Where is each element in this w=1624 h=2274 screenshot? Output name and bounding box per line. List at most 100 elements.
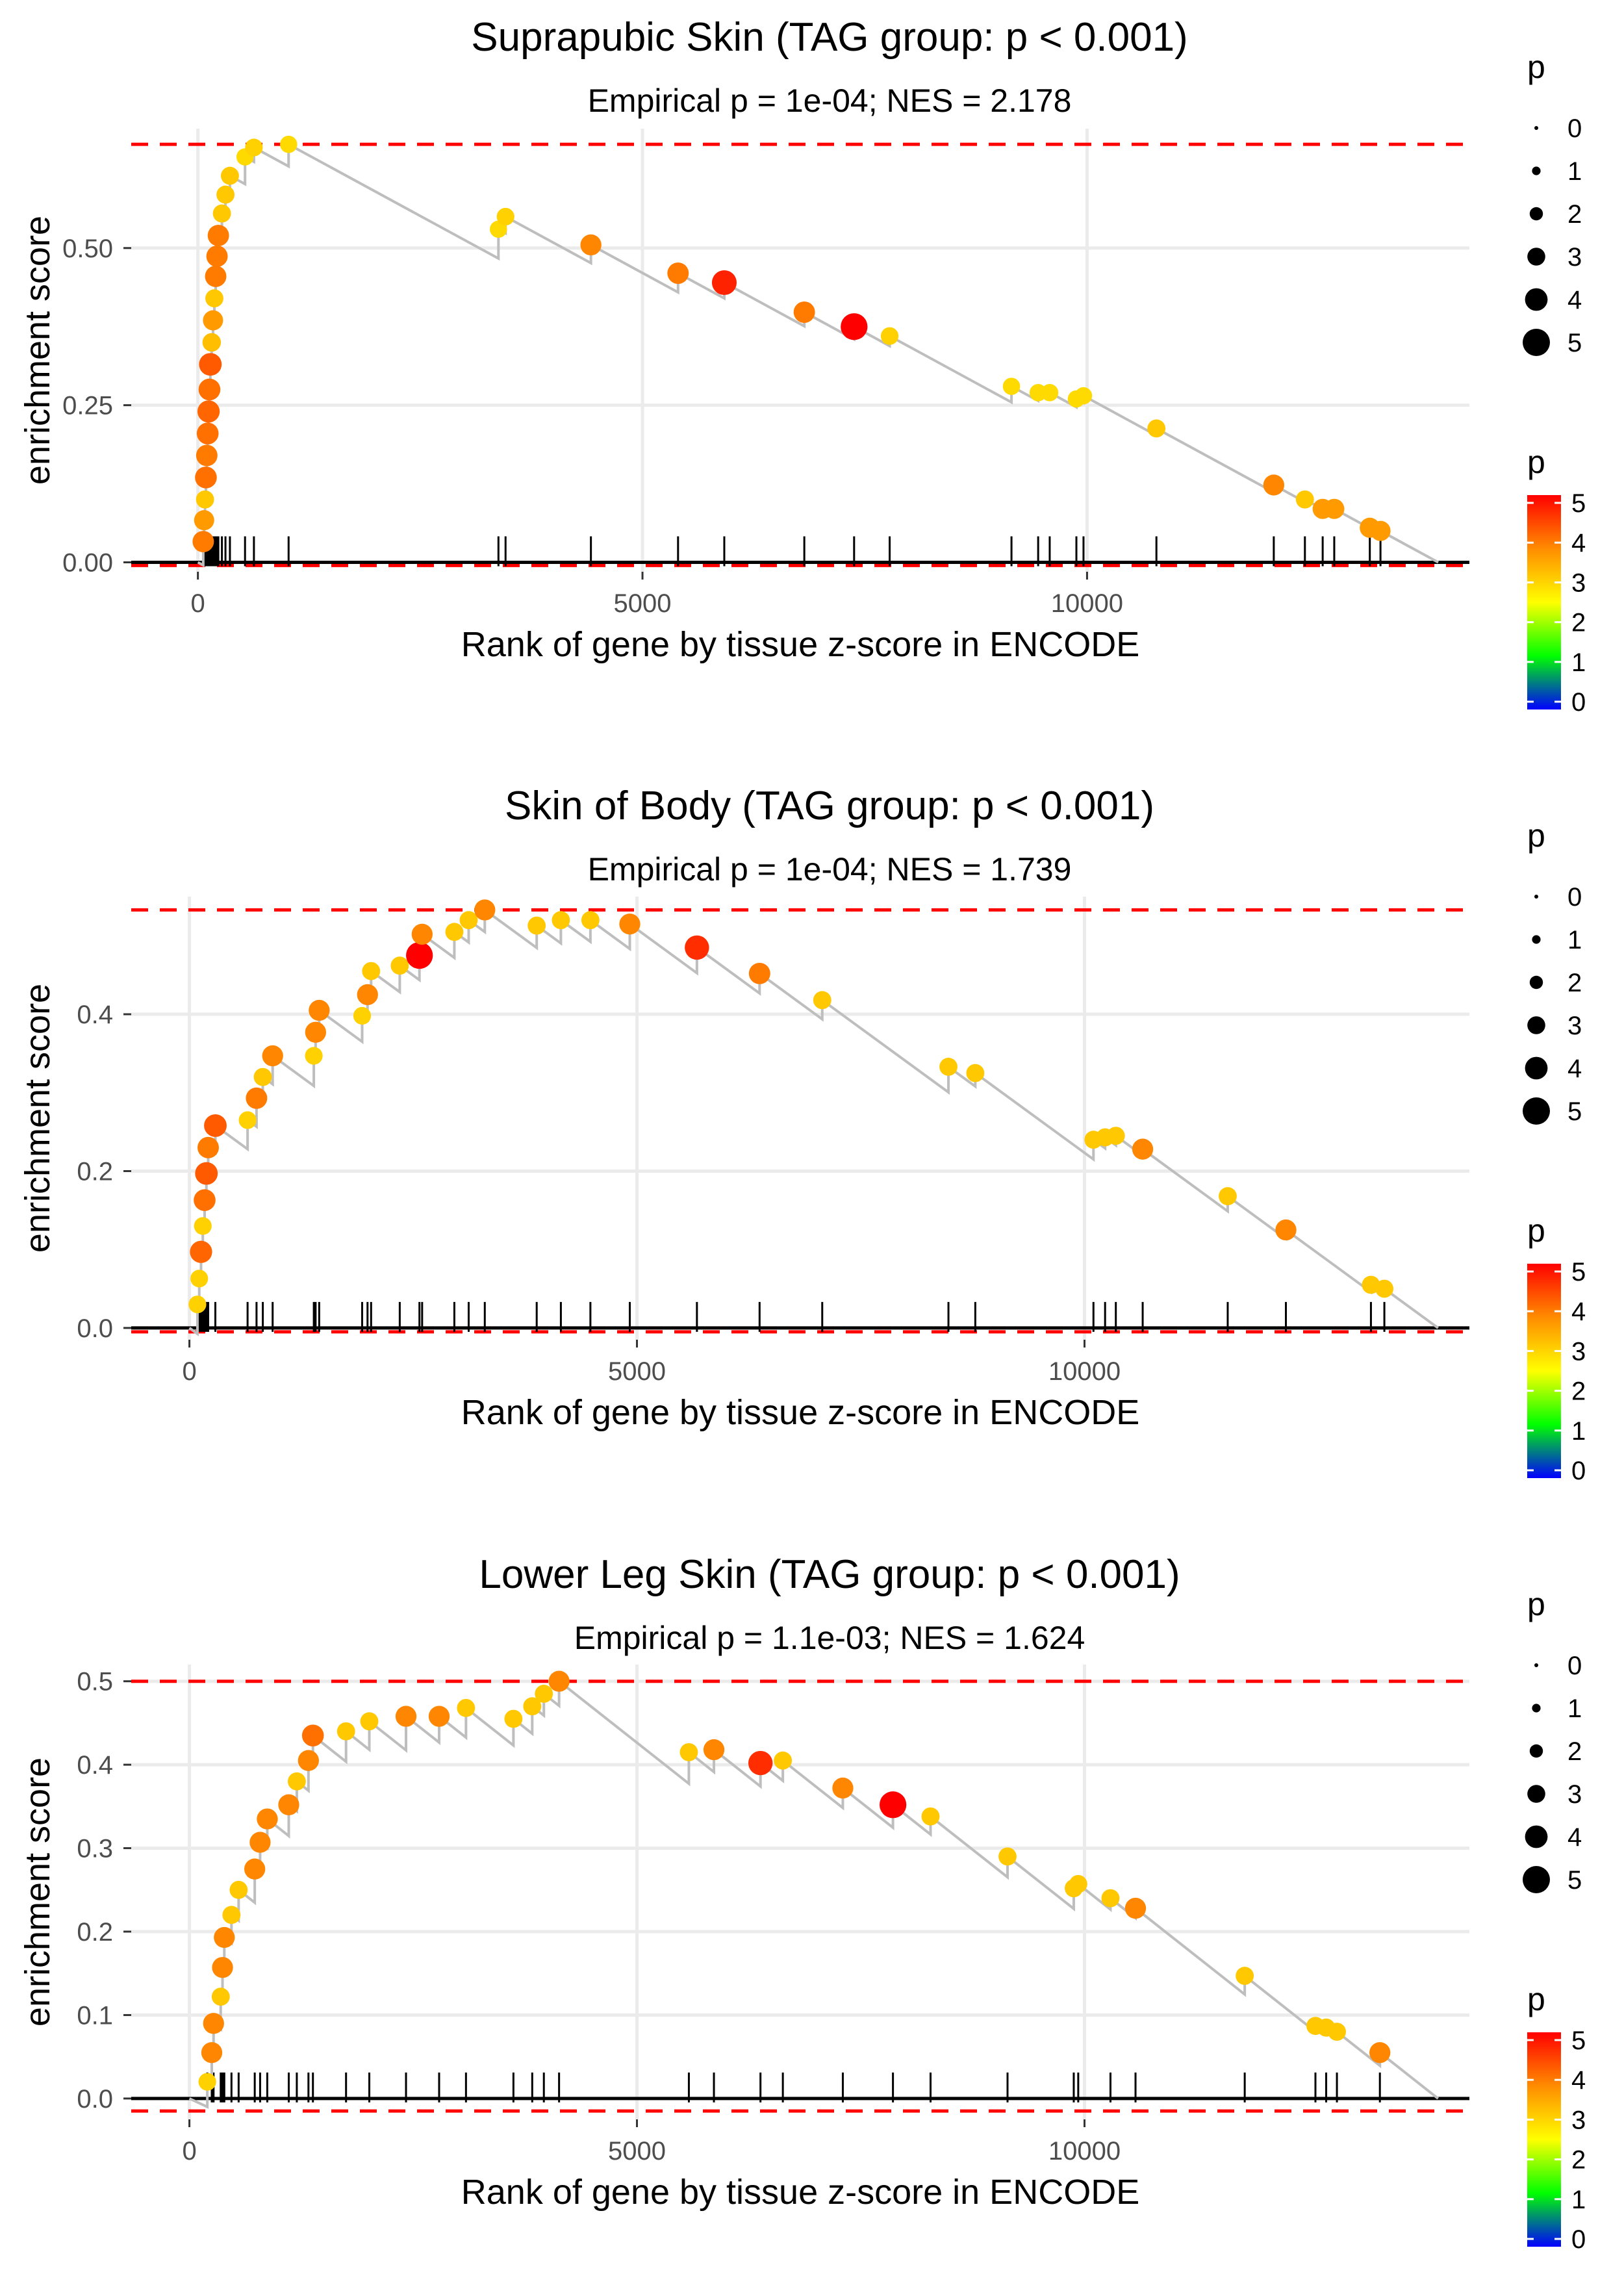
size-legend-label: 1 [1567,926,1582,954]
es-point [1147,419,1166,438]
size-legend-dot [1523,1866,1550,1893]
es-point [1132,1138,1154,1160]
size-legend-label: 5 [1567,1866,1582,1895]
es-point [1369,2042,1391,2063]
es-point [457,1698,476,1717]
size-legend-dot [1534,1663,1538,1667]
y-tick-label: 0.4 [77,1751,113,1780]
y-axis-label: enrichment score [18,984,57,1253]
es-point [238,1111,257,1129]
es-point [1101,1889,1120,1908]
es-point [748,1750,773,1776]
es-point [195,466,217,489]
es-point [1324,498,1345,519]
es-point [353,1006,372,1025]
size-legend-label: 4 [1567,1823,1582,1852]
es-point [188,1296,207,1314]
y-tick-label: 0.5 [77,1668,113,1696]
size-legend-label: 1 [1567,157,1582,186]
es-point [279,135,298,153]
es-point [360,1712,379,1731]
x-axis-label: Rank of gene by tissue z-score in ENCODE [461,625,1139,664]
colorbar-label: 4 [1571,2066,1586,2095]
x-tick-label: 0 [191,589,205,618]
x-tick-label: 10000 [1048,2137,1121,2165]
chart-panel-2: Skin of Body (TAG group: p < 0.001) Empir… [18,784,1586,1485]
size-legend-title: p [1527,49,1545,85]
es-point [202,333,222,352]
size-legend-label: 1 [1567,1694,1582,1723]
y-tick-label: 0.4 [77,1001,113,1029]
es-point [305,1021,327,1043]
colorbar-label: 0 [1571,688,1586,717]
colorbar-label: 1 [1571,1417,1586,1446]
size-legend-dot [1529,1744,1543,1758]
es-point [196,422,219,444]
es-point [390,956,409,975]
colorbar [1527,2032,1561,2247]
es-point [195,1162,218,1185]
y-tick-label: 0.1 [77,2001,113,2030]
colorbar [1527,1264,1561,1478]
es-point [1069,1874,1087,1893]
colorbar-label: 5 [1571,2026,1586,2055]
es-point [197,400,220,423]
es-point [619,913,641,935]
size-legend-dot [1529,975,1543,990]
es-point [205,289,223,308]
es-point [194,510,214,531]
x-tick-label: 10000 [1051,589,1123,618]
colorbar-label: 5 [1571,1258,1586,1286]
size-legend-label: 3 [1567,1012,1582,1040]
es-point [222,1906,241,1924]
running-es-line [197,142,1440,568]
size-legend-dot [1532,935,1541,944]
es-point [504,1709,523,1728]
size-legend-dot [1534,126,1538,130]
x-tick-label: 0 [182,2137,196,2165]
es-point [679,1743,698,1761]
size-legend-dot [1529,207,1543,221]
size-legend-dot [1527,248,1545,266]
size-legend-label: 5 [1567,329,1582,357]
es-point [921,1807,940,1826]
colorbar-label: 0 [1571,2225,1586,2254]
es-point [703,1739,725,1761]
es-point [194,1217,212,1235]
size-legend-label: 0 [1567,883,1582,912]
es-point [199,353,222,376]
colorbar-label: 3 [1571,2106,1586,2134]
colorbar-label: 4 [1571,529,1586,557]
es-point [552,911,570,930]
es-point [201,2042,223,2063]
es-point [305,1047,323,1065]
color-legend-title: p [1527,444,1545,480]
es-point [245,138,263,157]
es-point [496,207,514,226]
es-point [523,1697,542,1716]
es-point [1124,1897,1147,1919]
es-point [257,1808,278,1830]
es-point [1328,2023,1346,2041]
colorbar-label: 3 [1571,568,1586,597]
es-point [309,999,330,1021]
es-point [192,531,214,553]
es-point [1295,490,1314,509]
es-point [362,962,381,980]
chart-subtitle: Empirical p = 1e-04; NES = 2.178 [588,83,1072,119]
colorbar-label: 4 [1571,1297,1586,1326]
es-point [336,1722,355,1741]
es-point [206,245,228,267]
chart-title: Lower Leg Skin (TAG group: p < 0.001) [479,1552,1180,1597]
x-tick-label: 5000 [614,589,672,618]
es-point [939,1058,958,1076]
es-point [748,962,770,984]
color-legend-title: p [1527,1981,1545,2017]
colorbar-label: 0 [1571,1457,1586,1485]
size-legend-dot [1532,1704,1541,1713]
colorbar-label: 2 [1571,1377,1586,1406]
size-legend-dot [1532,166,1541,175]
